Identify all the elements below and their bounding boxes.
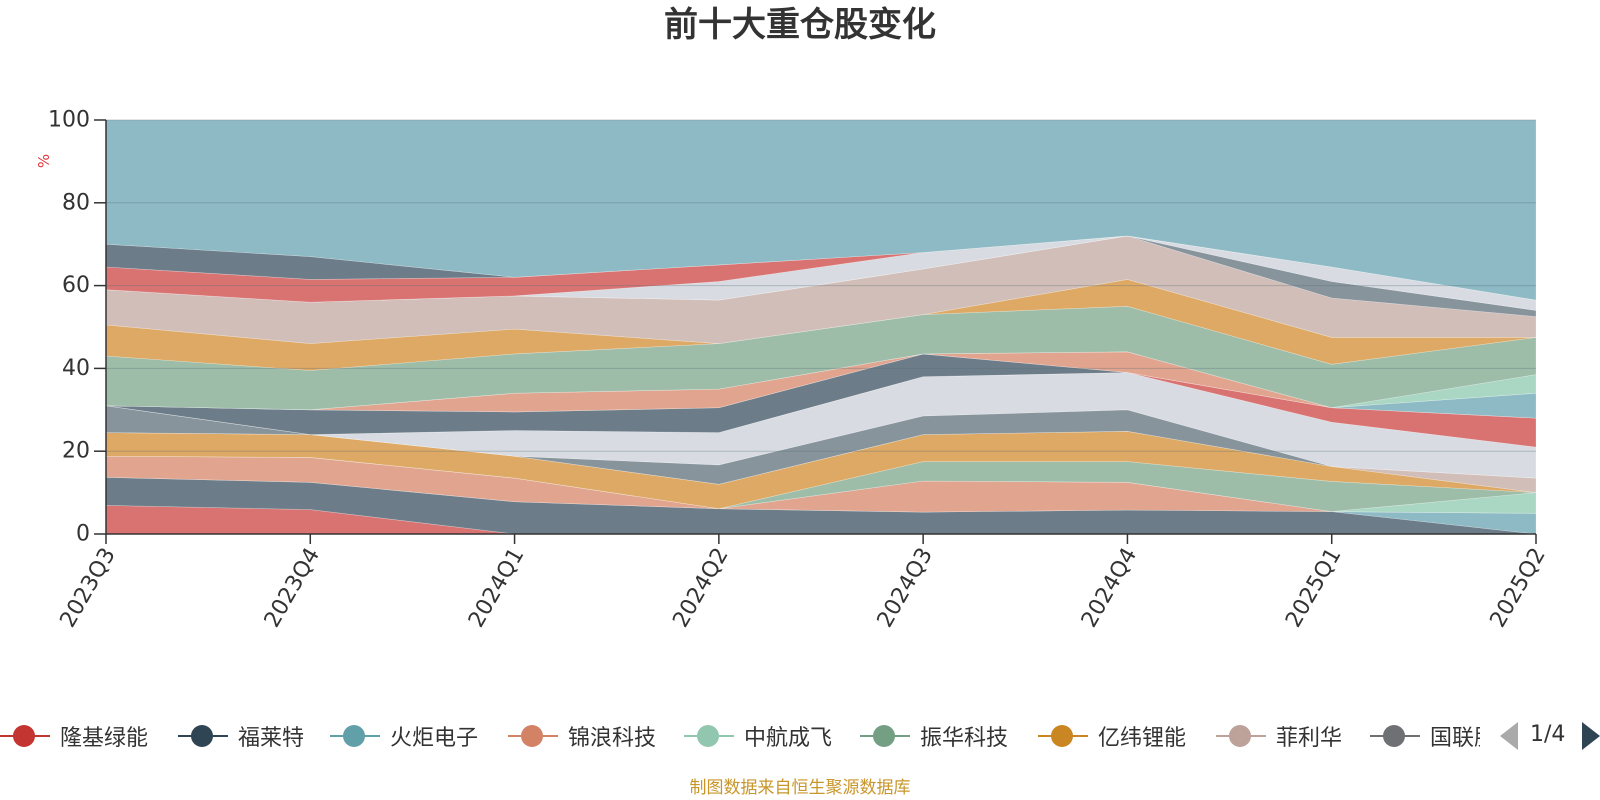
legend-marker-dot — [1229, 725, 1251, 747]
legend-item[interactable]: 福莱特 — [178, 714, 304, 758]
legend-item[interactable]: 振华科技 — [860, 714, 1008, 758]
y-tick-label: 100 — [48, 108, 90, 133]
y-tick-label: 60 — [62, 273, 90, 298]
legend-item[interactable]: 亿纬锂能 — [1038, 714, 1186, 758]
legend-marker-icon — [860, 724, 910, 748]
x-tick-label: 2023Q3 — [56, 544, 121, 632]
x-tick-label: 2024Q2 — [668, 544, 733, 632]
legend-marker-dot — [191, 725, 213, 747]
pager-next-icon[interactable] — [1582, 722, 1600, 750]
legend-label: 中航成飞 — [744, 726, 833, 751]
legend-item[interactable]: 锦浪科技 — [508, 714, 656, 758]
legend-label: 菲利华 — [1276, 726, 1343, 751]
legend-item[interactable]: 国联股份 — [1370, 714, 1480, 758]
legend-item[interactable]: 中航成飞 — [684, 714, 832, 758]
legend-label: 锦浪科技 — [568, 726, 657, 751]
legend: 隆基绿能 福莱特 火炬电子 锦浪科技 中航成飞 振华科技 亿纬锂能 菲利华 国联股份 — [0, 714, 1600, 758]
legend-marker-icon — [330, 724, 380, 748]
x-tick-label: 2024Q1 — [464, 544, 529, 632]
legend-marker-dot — [697, 725, 719, 747]
legend-marker-icon — [178, 724, 228, 748]
chart-title: 前十大重仓股变化 — [664, 5, 936, 45]
legend-marker-dot — [1051, 725, 1073, 747]
legend-marker-dot — [521, 725, 543, 747]
legend-marker-dot — [1383, 725, 1405, 747]
x-tick-label: 2024Q4 — [1077, 544, 1142, 632]
area-layer-22 — [105, 119, 1537, 301]
legend-marker-dot — [873, 725, 895, 747]
x-tick-label: 2025Q2 — [1486, 544, 1551, 632]
legend-item[interactable]: 火炬电子 — [330, 714, 478, 758]
legend-label: 福莱特 — [238, 726, 305, 751]
pager-page-indicator: 1/4 — [1530, 722, 1566, 747]
legend-items: 隆基绿能 福莱特 火炬电子 锦浪科技 中航成飞 振华科技 亿纬锂能 菲利华 国联股份 — [0, 714, 1480, 758]
area-layer-17 — [105, 235, 1537, 344]
area-layer-19 — [105, 235, 1537, 311]
legend-item[interactable]: 菲利华 — [1216, 714, 1342, 758]
y-tick-label: 20 — [62, 439, 90, 464]
y-tick-label: 80 — [62, 190, 90, 215]
y-tick-label: 40 — [62, 356, 90, 381]
y-tick-label: 0 — [76, 522, 90, 547]
source-note: 制图数据来自恒生聚源数据库 — [689, 778, 911, 798]
x-tick-label: 2024Q3 — [873, 544, 938, 632]
y-axis-label: % — [35, 154, 53, 168]
x-tick-label: 2025Q1 — [1281, 544, 1346, 632]
legend-marker-icon — [1216, 724, 1266, 748]
pager-prev-icon[interactable] — [1500, 722, 1518, 750]
legend-marker-dot — [343, 725, 365, 747]
legend-marker-icon — [684, 724, 734, 748]
legend-label: 火炬电子 — [390, 726, 479, 751]
grid-lines — [106, 119, 1536, 452]
legend-pager: 1/4 — [1500, 714, 1600, 758]
legend-marker-icon — [508, 724, 558, 748]
legend-item[interactable]: 隆基绿能 — [0, 714, 148, 758]
area-layers — [105, 119, 1537, 535]
legend-label: 亿纬锂能 — [1098, 726, 1187, 751]
legend-marker-icon — [1038, 724, 1088, 748]
legend-label: 振华科技 — [920, 726, 1009, 751]
legend-label: 国联股份 — [1430, 726, 1480, 751]
legend-label: 隆基绿能 — [60, 726, 149, 751]
legend-marker-icon — [1370, 724, 1420, 748]
x-tick-label: 2023Q4 — [260, 544, 325, 632]
legend-marker-dot — [13, 725, 35, 747]
legend-marker-icon — [0, 724, 50, 748]
